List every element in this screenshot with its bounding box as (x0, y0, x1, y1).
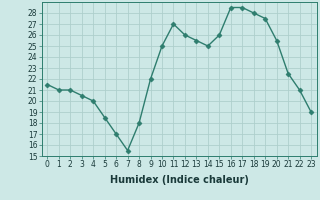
X-axis label: Humidex (Indice chaleur): Humidex (Indice chaleur) (110, 175, 249, 185)
